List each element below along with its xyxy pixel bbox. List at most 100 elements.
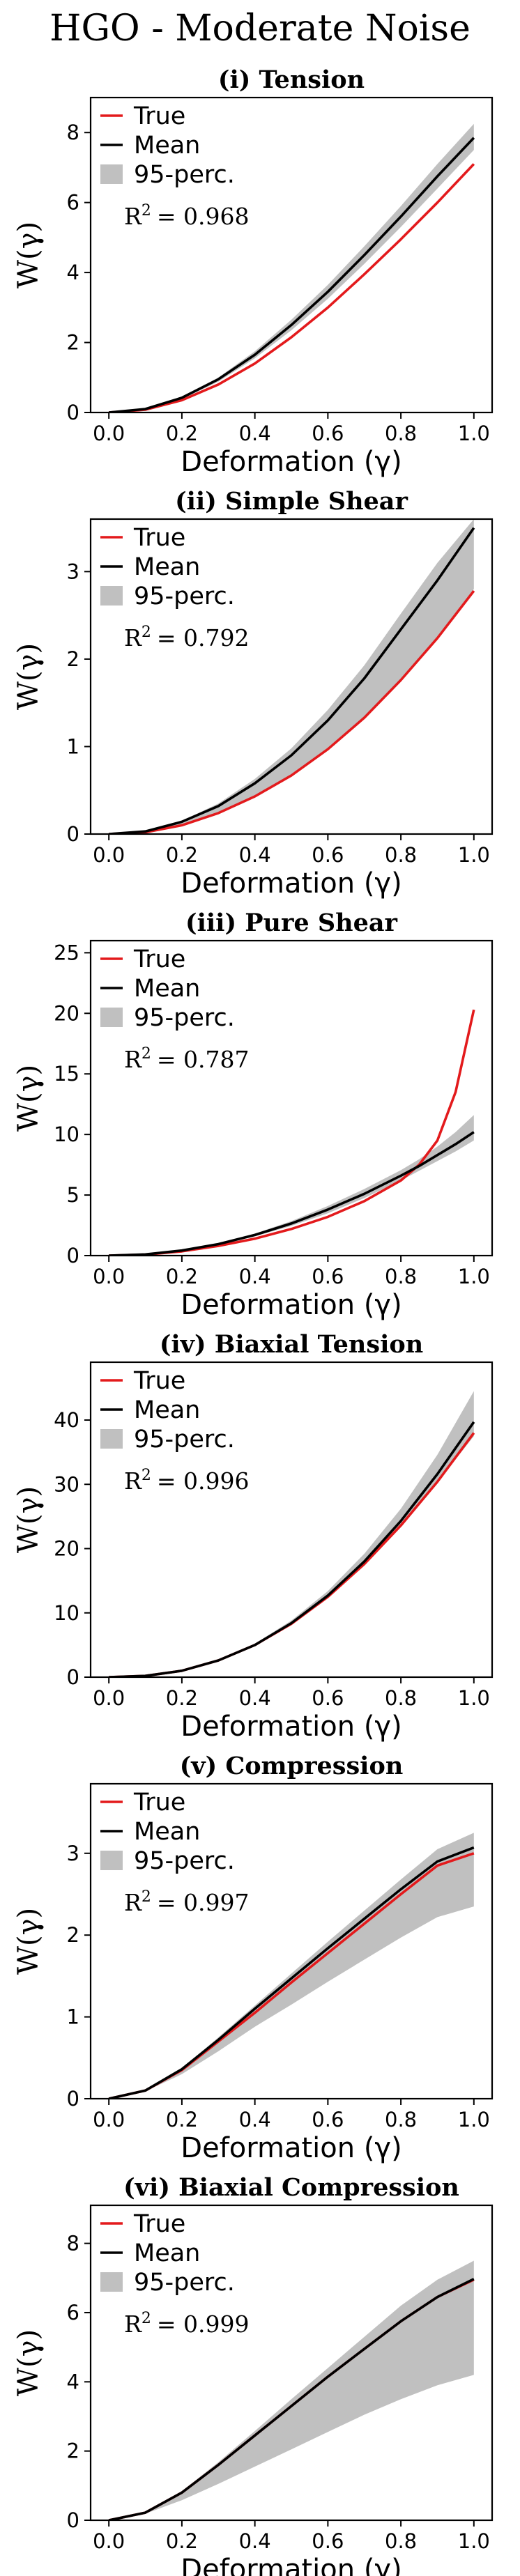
x-axis-label: Deformation (γ) [181,2554,402,2576]
r2-annotation: R2 = 0.999 [124,2310,249,2338]
y-tick-label: 5 [67,1183,79,1207]
panel-title: (iv) Biaxial Tension [160,1330,423,1359]
y-tick-label: 8 [67,121,79,144]
axes-frame [89,1361,494,1679]
panel-5: (v) Compression 0.0 0.2 0.4 0.6 0.8 1.0 0 1 2 3 Def… [13,1752,494,2164]
x-tick-label: 0.4 [239,1686,271,1710]
r2-symbol: R [124,1889,142,1916]
x-tick-label: 0.2 [166,1265,198,1288]
plot-area [108,2260,475,2520]
legend-swatch-band [100,586,123,606]
panel-title: (ii) Simple Shear [175,487,408,516]
r2-symbol: R [124,1046,142,1073]
x-tick-label: 0.2 [166,1686,198,1710]
legend-label: True [133,102,185,130]
legend-label: 95-perc. [134,1004,235,1032]
panel-title: (v) Compression [180,1752,404,1780]
x-tick-label: 0.6 [312,1265,344,1288]
r2-annotation: R2 = 0.787 [124,1045,249,1073]
y-axis-label: W(γ) [13,2329,45,2396]
y-tick-label: 25 [54,941,79,964]
y-tick-label: 2 [67,1923,79,1947]
x-tick-label: 0.8 [385,2108,417,2131]
y-tick-label: 4 [67,2370,79,2393]
y-tick-label: 1 [67,2005,79,2029]
r2-superscript: 2 [142,624,151,641]
y-tick-label: 4 [67,261,79,284]
r2-value: = 0.997 [157,1889,250,1916]
x-tick-label: 0.4 [239,1265,271,1288]
figure-title: HGO - Moderate Noise [49,8,471,49]
x-axis-label: Deformation (γ) [181,1289,402,1321]
legend-swatch-band [100,1008,123,1027]
x-tick-label: 0.0 [93,1265,125,1288]
legend-label: Mean [134,1396,200,1424]
panels: (i) Tension 0.0 0.2 0.4 0.6 0.8 1.0 0 2 4 6 8 Deform… [13,65,494,2576]
y-axis-label: W(γ) [13,222,45,288]
series-line-mean [109,527,475,834]
y-axis-label: W(γ) [13,1065,45,1132]
plot-area [109,1391,475,1677]
y-tick-label: 2 [67,647,79,671]
y-tick-label: 10 [54,1601,79,1625]
y-tick-label: 10 [54,1123,79,1146]
r2-symbol: R [124,203,142,230]
y-tick-label: 0 [67,1665,79,1689]
x-tick-label: 0.2 [166,422,198,445]
x-tick-label: 0.4 [239,2108,271,2131]
x-tick-label: 0.2 [166,2529,198,2553]
confidence-band [109,1833,474,2099]
x-tick-label: 0.0 [93,1686,125,1710]
y-tick-label: 30 [54,1472,79,1496]
y-tick-label: 8 [67,2232,79,2255]
legend-label: Mean [134,1818,200,1846]
x-tick-label: 0.4 [239,2529,271,2553]
legend-swatch-band [100,1429,123,1449]
panel-title: (iii) Pure Shear [185,909,398,937]
r2-superscript: 2 [142,202,151,219]
x-tick-label: 0.6 [312,2108,344,2131]
panel-2: (ii) Simple Shear 0.0 0.2 0.4 0.6 0.8 1.0 0 1 2 3 D… [13,487,494,900]
legend-label: True [133,524,185,552]
r2-value: = 0.968 [157,203,250,230]
panel-4: (iv) Biaxial Tension 0.0 0.2 0.4 0.6 0.8 1.0 0 1… [13,1330,494,1743]
r2-annotation: R2 = 0.997 [124,1888,249,1916]
plot-area [109,123,475,412]
legend-swatch-band [100,164,123,184]
y-tick-label: 15 [54,1062,79,1086]
x-tick-label: 1.0 [458,843,490,867]
x-tick-label: 0.2 [166,843,198,867]
r2-annotation: R2 = 0.996 [124,1467,249,1495]
y-tick-label: 6 [67,191,79,215]
x-tick-label: 1.0 [458,1686,490,1710]
series-line-mean [108,1846,475,2099]
series-line-mean [108,2278,475,2520]
series-line-mean [109,1421,475,1677]
confidence-band [109,519,474,834]
x-tick-label: 1.0 [458,2529,490,2553]
r2-superscript: 2 [142,2310,151,2327]
series-line-true [109,589,475,834]
y-tick-label: 40 [54,1408,79,1432]
panel-3: (iii) Pure Shear 0.0 0.2 0.4 0.6 0.8 1.0 0 5 10 15… [13,909,494,1321]
legend-label: Mean [134,975,200,1003]
r2-symbol: R [124,1467,142,1495]
r2-value: = 0.787 [157,1046,250,1073]
x-axis-label: Deformation (γ) [181,2132,402,2164]
r2-symbol: R [124,2311,142,2338]
axes-frame [89,96,494,414]
r2-annotation: R2 = 0.792 [124,624,249,651]
r2-symbol: R [124,624,142,651]
axes-frame [89,1782,494,2100]
y-tick-label: 1 [67,734,79,758]
x-tick-label: 0.0 [93,843,125,867]
x-axis-label: Deformation (γ) [181,1711,402,1743]
y-tick-label: 0 [67,2087,79,2111]
y-axis-label: W(γ) [13,1486,45,1553]
